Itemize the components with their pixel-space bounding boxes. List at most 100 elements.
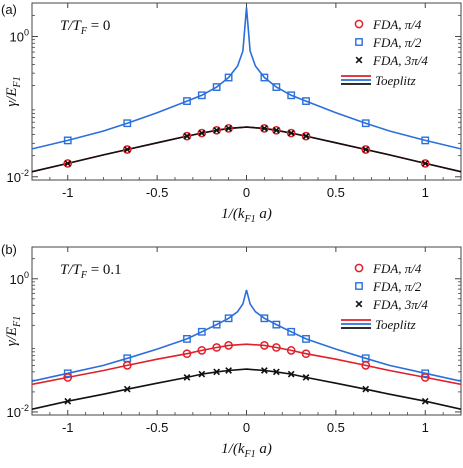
y-axis-label: γ/EF1 — [4, 76, 23, 106]
x-stroke — [261, 367, 268, 374]
x-stroke — [64, 160, 72, 167]
toeplitz-curve-0 — [32, 289, 461, 382]
legend-marker-x — [355, 56, 363, 64]
series-x — [64, 367, 429, 405]
y-tick-label: 100 — [10, 270, 29, 287]
data-point-square — [421, 136, 430, 145]
series-circle — [63, 341, 430, 382]
data-point-circle — [286, 346, 296, 355]
data-point-circle — [301, 349, 311, 359]
data-point-square — [197, 91, 206, 100]
data-point-circle — [420, 373, 430, 382]
data-point-x — [261, 367, 268, 374]
data-point-circle — [224, 124, 233, 133]
data-point-circle — [361, 361, 371, 370]
legend: FDA, π/4 FDA, π/2 FDA, 3π/4 Toeplitz — [341, 17, 428, 88]
x-stroke — [272, 368, 280, 376]
toeplitz-curve-2 — [32, 368, 461, 410]
x-stroke — [287, 370, 295, 378]
legend-marker-circle — [354, 19, 364, 29]
x-stroke — [183, 132, 191, 140]
data-point-circle — [197, 346, 207, 355]
data-point-circle — [197, 128, 207, 138]
temperature-annotation: T/TF = 0.1 — [60, 262, 122, 281]
data-point-square — [197, 327, 206, 336]
x-stroke — [302, 374, 310, 381]
data-point-x — [213, 126, 221, 134]
data-point-circle — [63, 373, 73, 382]
y-axis-label: γ/EF1 — [4, 316, 23, 346]
legend-marker-circle — [354, 263, 364, 273]
data-point-circle — [260, 124, 269, 133]
series-circle — [63, 124, 430, 168]
legend: FDA, π/4 FDA, π/2 FDA, 3π/4 Toeplitz — [341, 261, 428, 332]
data-point-square — [183, 97, 191, 105]
temperature-annotation: T/TF = 0 — [60, 18, 110, 37]
series-square — [63, 314, 430, 378]
data-point-x — [421, 397, 429, 405]
data-point-x — [123, 385, 131, 393]
series-square — [63, 73, 430, 145]
x-stroke — [362, 385, 370, 393]
data-point-x — [362, 385, 370, 393]
data-point-circle — [182, 349, 192, 359]
data-point-x — [421, 160, 429, 167]
data-point-square — [302, 335, 310, 343]
data-point-square — [421, 369, 430, 378]
data-point-x — [123, 146, 131, 153]
data-point-x — [64, 160, 72, 167]
x-tick-label: 0.5 — [327, 420, 345, 435]
data-point-circle — [361, 145, 371, 154]
data-point-square — [272, 320, 281, 329]
y-tick-label: 10-2 — [7, 168, 29, 185]
x-stroke — [421, 397, 429, 405]
data-point-x — [287, 370, 295, 378]
data-point-x — [198, 370, 206, 378]
data-point-circle — [122, 145, 132, 154]
data-point-x — [287, 129, 295, 137]
data-point-x — [272, 126, 280, 134]
data-point-square — [183, 335, 191, 343]
panel-label: (a) — [1, 2, 17, 17]
x-stroke — [123, 385, 131, 393]
data-point-x — [225, 367, 232, 374]
data-point-circle — [212, 343, 221, 352]
x-tick-label: 0.5 — [327, 185, 345, 200]
y-tick-label: 10-2 — [7, 403, 29, 420]
data-point-circle — [272, 125, 281, 135]
y-tick-label: 100 — [10, 27, 29, 44]
data-point-square — [260, 314, 269, 323]
data-point-square — [272, 83, 281, 91]
legend-marker-x — [355, 300, 363, 308]
legend-label: Toeplitz — [375, 73, 416, 88]
data-point-x — [261, 125, 268, 132]
toeplitz-curve-1 — [32, 126, 461, 173]
x-tick-label: 0 — [243, 185, 250, 200]
legend-label: FDA, 3π/4 — [372, 53, 428, 68]
data-point-square — [224, 314, 233, 323]
data-point-x — [362, 146, 370, 153]
panel-label: (b) — [1, 242, 17, 257]
x-tick-label: 1 — [422, 185, 429, 200]
data-point-square — [302, 97, 310, 105]
data-point-square — [287, 327, 296, 336]
legend-label: FDA, 3π/4 — [372, 297, 428, 312]
toeplitz-curve-0 — [32, 7, 461, 150]
x-tick-label: -0.5 — [146, 185, 168, 200]
x-stroke — [213, 368, 221, 376]
x-stroke — [225, 125, 232, 132]
data-point-x — [64, 397, 72, 405]
toeplitz-curve-2 — [32, 126, 461, 173]
x-stroke — [261, 125, 268, 132]
x-axis-label: 1/(kF1 a) — [221, 206, 272, 225]
x-stroke — [287, 129, 295, 137]
data-point-x — [183, 374, 191, 381]
x-tick-label: -1 — [62, 185, 74, 200]
data-point-square — [123, 119, 132, 128]
data-point-circle — [63, 159, 73, 168]
data-point-x — [183, 132, 191, 140]
x-axis-label: 1/(kF1 a) — [221, 441, 272, 460]
x-tick-label: 0 — [243, 420, 250, 435]
x-stroke — [421, 160, 429, 167]
x-stroke — [198, 129, 206, 137]
